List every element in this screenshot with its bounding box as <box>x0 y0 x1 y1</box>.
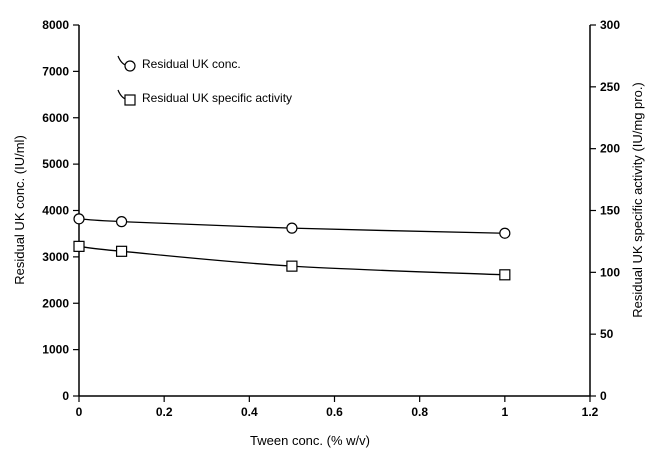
legend-marker-square <box>124 94 136 106</box>
data-point-square <box>499 269 511 281</box>
x-tick-label: 1.2 <box>582 405 599 419</box>
x-tick-label: 0 <box>76 405 83 419</box>
y-axis-left-label: Residual UK conc. (IU/ml) <box>12 135 27 285</box>
y-right-tick-label: 100 <box>600 265 620 279</box>
y-right-tick-label: 250 <box>600 80 620 94</box>
y-left-tick-label: 2000 <box>42 296 69 310</box>
data-point-square <box>286 260 298 272</box>
y-right-tick-label: 300 <box>600 18 620 32</box>
y-left-tick-label: 6000 <box>42 111 69 125</box>
data-point-circle <box>115 216 128 228</box>
data-point-circle <box>499 227 511 239</box>
data-point-circle <box>73 213 85 225</box>
series-layer <box>73 213 511 281</box>
y-right-tick-label: 200 <box>600 142 620 156</box>
data-point-square <box>73 240 85 252</box>
x-axis-label: Tween conc. (% w/v) <box>250 433 370 448</box>
tick-labels: 0 0.2 0.4 0.6 0.8 1 1.201000200030004000500060… <box>42 18 620 419</box>
legend-item-uk-conc: Residual UK conc. <box>117 55 241 72</box>
axes <box>78 25 591 397</box>
x-tick-label: 0.8 <box>411 405 428 419</box>
y-axis-right-label: Residual UK specific activity (IU/mg pro… <box>630 82 645 318</box>
legend-label: Residual UK conc. <box>142 57 241 71</box>
y-left-tick-label: 5000 <box>42 157 69 171</box>
legend-item-uk-specific-activity: Residual UK specific activity <box>117 89 292 106</box>
legend-label: Residual UK specific activity <box>142 91 292 105</box>
y-left-tick-label: 0 <box>62 389 69 403</box>
x-tick-label: 0.2 <box>156 405 173 419</box>
x-tick-label: 0.6 <box>326 405 343 419</box>
legend-marker-circle <box>124 60 136 72</box>
y-left-tick-label: 1000 <box>42 343 69 357</box>
series-line-uk-specific-activity <box>78 245 505 276</box>
y-right-tick-label: 150 <box>600 204 620 218</box>
y-right-tick-label: 50 <box>600 327 614 341</box>
x-tick-label: 0.4 <box>241 405 258 419</box>
data-point-square <box>115 245 128 257</box>
y-left-tick-label: 7000 <box>42 64 69 78</box>
series-line-uk-conc <box>78 218 505 234</box>
x-tick-label: 1 <box>501 405 508 419</box>
y-left-tick-label: 8000 <box>42 18 69 32</box>
data-point-circle <box>286 222 298 234</box>
tick-marks <box>73 24 596 402</box>
y-right-tick-label: 0 <box>600 389 607 403</box>
legend: Residual UK conc. Residual UK specific ac… <box>117 55 292 106</box>
y-left-tick-label: 3000 <box>42 250 69 264</box>
y-left-tick-label: 4000 <box>42 204 69 218</box>
